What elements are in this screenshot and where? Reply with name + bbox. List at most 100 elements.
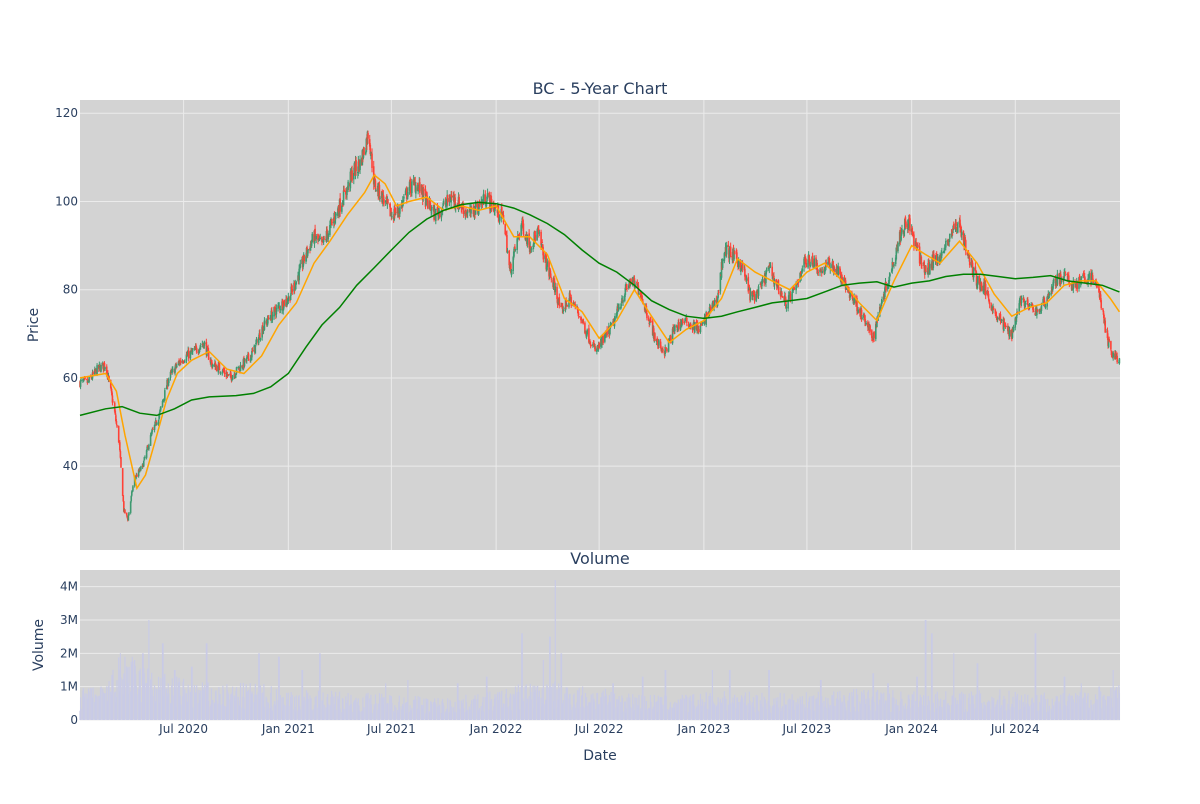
- volume-bar: [618, 696, 620, 720]
- candle-body: [553, 279, 555, 283]
- candle-body: [251, 350, 253, 358]
- volume-bars: [79, 580, 1121, 720]
- candle-body: [1056, 273, 1059, 286]
- candle-body: [918, 246, 921, 264]
- candle-body: [740, 271, 742, 272]
- candle-body: [343, 189, 345, 192]
- volume-bar: [223, 705, 226, 720]
- candle-body: [807, 259, 809, 268]
- candle-body: [649, 320, 652, 322]
- candle-body: [438, 210, 440, 212]
- candle-body: [894, 257, 897, 265]
- candle-body: [485, 203, 488, 207]
- candle-body: [943, 248, 946, 251]
- volume-bar: [612, 683, 614, 720]
- candle-body: [647, 317, 650, 322]
- candle-body: [1100, 300, 1103, 309]
- candle-body: [736, 252, 738, 260]
- candle-body: [970, 261, 973, 267]
- volume-bar: [162, 643, 164, 720]
- candle-body: [140, 466, 142, 470]
- candle-body: [650, 320, 652, 322]
- volume-bar: [518, 709, 521, 720]
- candle-body: [99, 365, 101, 366]
- candle-body: [285, 297, 288, 304]
- candle-body: [800, 273, 803, 279]
- candle-body: [321, 236, 323, 243]
- candle-body: [614, 316, 616, 320]
- volume-bar: [146, 683, 148, 720]
- candle-body: [967, 252, 970, 259]
- candle-body: [947, 240, 949, 243]
- candle-body: [1116, 355, 1118, 363]
- candle-body: [556, 286, 558, 299]
- candle-body: [476, 203, 479, 208]
- volume-bar: [92, 687, 94, 720]
- volume-bar: [783, 693, 785, 720]
- candle-body: [1003, 320, 1005, 331]
- candle-body: [218, 363, 221, 371]
- candle-body: [676, 326, 679, 331]
- candle-body: [1095, 283, 1098, 288]
- volume-bar: [738, 701, 740, 720]
- candle-body: [888, 276, 891, 281]
- candle-body: [405, 188, 408, 199]
- volume-bar: [940, 698, 942, 720]
- candle-body: [198, 348, 201, 352]
- volume-bar: [761, 692, 763, 720]
- volume-bar: [710, 696, 712, 720]
- candle-body: [421, 184, 423, 195]
- candle-body: [546, 261, 549, 267]
- candle-body: [230, 372, 232, 377]
- candle-body: [267, 316, 269, 324]
- volume-bar: [756, 695, 758, 720]
- candle-body: [318, 237, 320, 239]
- candle-body: [251, 350, 254, 352]
- volume-bar: [686, 696, 688, 720]
- candle-body: [255, 343, 257, 344]
- candle-body: [975, 270, 977, 275]
- candle-body: [744, 275, 747, 278]
- volume-bar: [310, 698, 312, 720]
- volume-bar: [933, 711, 935, 720]
- candle-body: [389, 203, 392, 217]
- volume-bar: [997, 699, 999, 720]
- candle-body: [203, 342, 206, 344]
- candle-body: [849, 291, 851, 298]
- volume-bar: [811, 696, 813, 720]
- volume-bar: [606, 704, 608, 720]
- candle-body: [278, 305, 281, 307]
- candle-body: [505, 232, 508, 236]
- candle-body: [791, 291, 793, 301]
- candle-body: [683, 321, 686, 323]
- candle-body: [999, 314, 1002, 322]
- volume-bar: [556, 689, 558, 720]
- candle-body: [569, 293, 571, 300]
- candle-body: [125, 512, 128, 516]
- candle-body: [94, 368, 96, 375]
- volume-bar: [813, 710, 815, 720]
- candle-body: [259, 332, 261, 340]
- candle-body: [948, 239, 951, 243]
- candle-body: [506, 235, 508, 253]
- date-x-tick: Jul 2023: [781, 722, 831, 736]
- candle-body: [162, 400, 164, 402]
- candle-body: [549, 269, 551, 273]
- candle-body: [923, 261, 925, 269]
- candle-body: [299, 263, 302, 268]
- volume-bar: [270, 686, 272, 720]
- candle-body: [617, 307, 619, 310]
- volume-bar: [345, 696, 347, 720]
- volume-bar: [781, 706, 784, 720]
- volume-bar: [335, 709, 337, 720]
- volume-bar: [562, 700, 564, 720]
- candle-body: [210, 359, 213, 363]
- volume-bar: [744, 692, 747, 720]
- candle-body: [804, 257, 807, 263]
- date-x-tick: Jul 2021: [366, 722, 416, 736]
- candle-body: [466, 214, 468, 216]
- candle-body: [581, 321, 583, 323]
- volume-bar: [698, 704, 700, 720]
- candle-body: [524, 236, 526, 240]
- candle-body: [143, 457, 146, 461]
